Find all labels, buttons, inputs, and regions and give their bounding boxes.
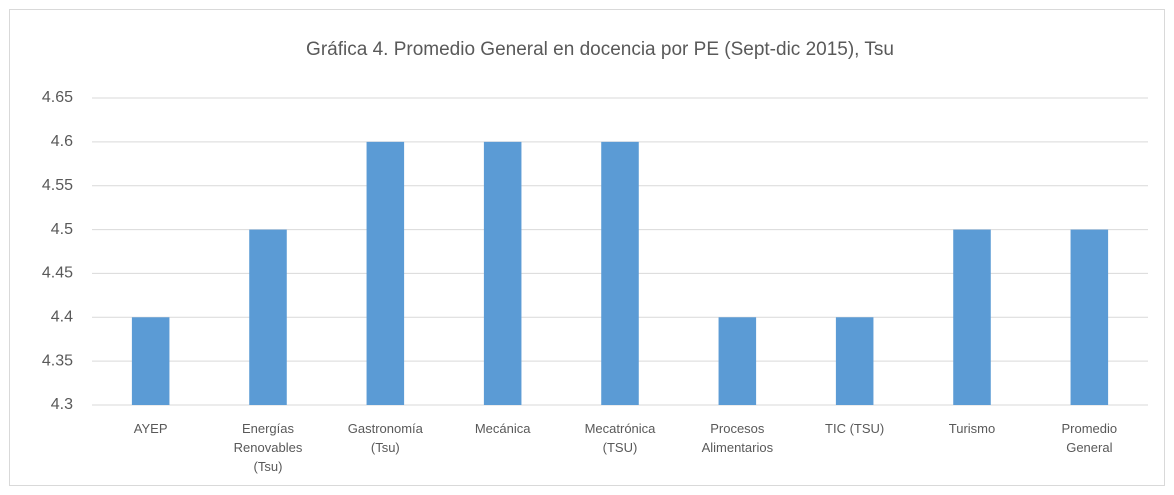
y-tick-label: 4.35 [42, 352, 73, 369]
bar [835, 317, 874, 405]
x-tick-label: Mecánica [474, 421, 531, 436]
bar [131, 317, 170, 405]
bar [483, 141, 522, 405]
x-tick-label: Procesos Alimentarios [701, 421, 774, 455]
y-tick-label: 4.4 [51, 309, 73, 326]
x-tick-label-box: Gastronomía (Tsu) [347, 421, 423, 455]
x-tick-label: TIC (TSU) [825, 421, 885, 436]
x-tick-label-box: Promedio General [1061, 421, 1118, 455]
bar [366, 141, 405, 405]
x-tick-label: Turismo [948, 421, 996, 436]
bar [601, 141, 639, 405]
bar [953, 229, 991, 405]
x-tick-label: AYEP [133, 421, 168, 436]
y-tick-label: 4.45 [42, 265, 73, 282]
x-tick-label-box: Turismo [948, 421, 996, 436]
y-tick-label: 4.6 [51, 133, 73, 150]
y-tick-label: 4.3 [51, 396, 73, 413]
x-tick-label-box: Mecánica [474, 421, 531, 436]
x-tick-label-box: Energías Renovables (Tsu) [233, 421, 303, 474]
y-tick-label: 4.5 [51, 221, 73, 238]
x-tick-label-box: Mecatrónica (TSU) [584, 421, 656, 455]
y-tick-label: 4.55 [42, 177, 73, 194]
x-tick-label: Energías Renovables (Tsu) [233, 421, 303, 474]
x-tick-label: Promedio General [1061, 421, 1118, 455]
bar [249, 229, 287, 405]
bar [1070, 229, 1109, 405]
x-tick-label-box: Procesos Alimentarios [701, 421, 774, 455]
chart-border [9, 9, 1165, 486]
x-tick-label: Mecatrónica (TSU) [584, 421, 656, 455]
chart-title: Gráfica 4. Promedio General en docencia … [306, 39, 894, 60]
x-tick-label-box: AYEP [133, 421, 168, 436]
y-tick-label: 4.65 [42, 89, 73, 106]
x-tick-label: Gastronomía (Tsu) [347, 421, 423, 455]
bar [718, 317, 757, 405]
x-tick-label-box: TIC (TSU) [825, 421, 885, 436]
